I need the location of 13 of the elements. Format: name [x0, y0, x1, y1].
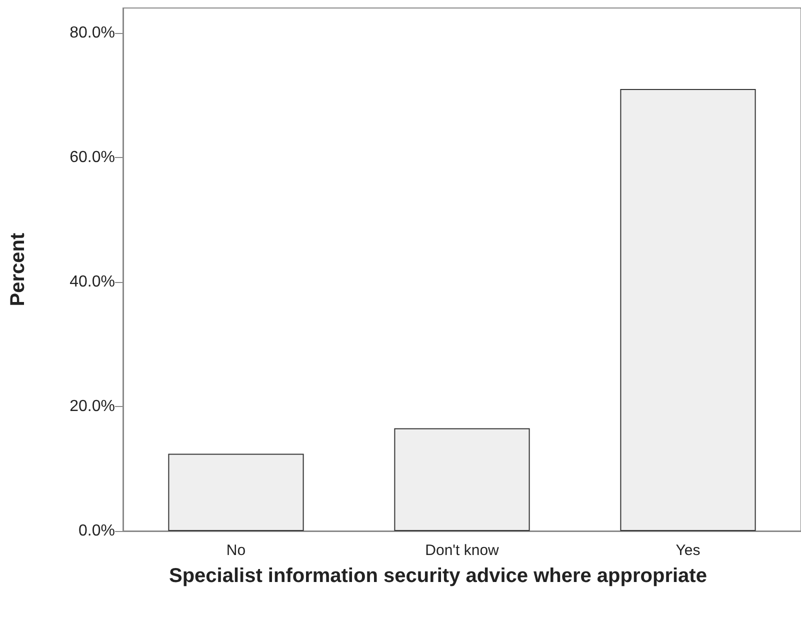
y-tick-label: 80.0%: [70, 24, 115, 42]
y-tick-label: 20.0%: [70, 398, 115, 415]
x-tick-label: Yes: [676, 542, 700, 559]
bar: [168, 454, 304, 531]
y-tick-label: 0.0%: [78, 522, 115, 540]
y-axis-title: Percent: [7, 232, 29, 306]
x-axis-title: Specialist information security advice where appropriate: [169, 565, 707, 587]
y-tick-label: 60.0%: [70, 148, 115, 166]
bar: [620, 88, 756, 531]
bar: [394, 428, 530, 531]
x-tick-label: Don't know: [425, 542, 500, 559]
y-tick-label: 40.0%: [70, 273, 115, 290]
x-tick-label: No: [226, 542, 246, 559]
